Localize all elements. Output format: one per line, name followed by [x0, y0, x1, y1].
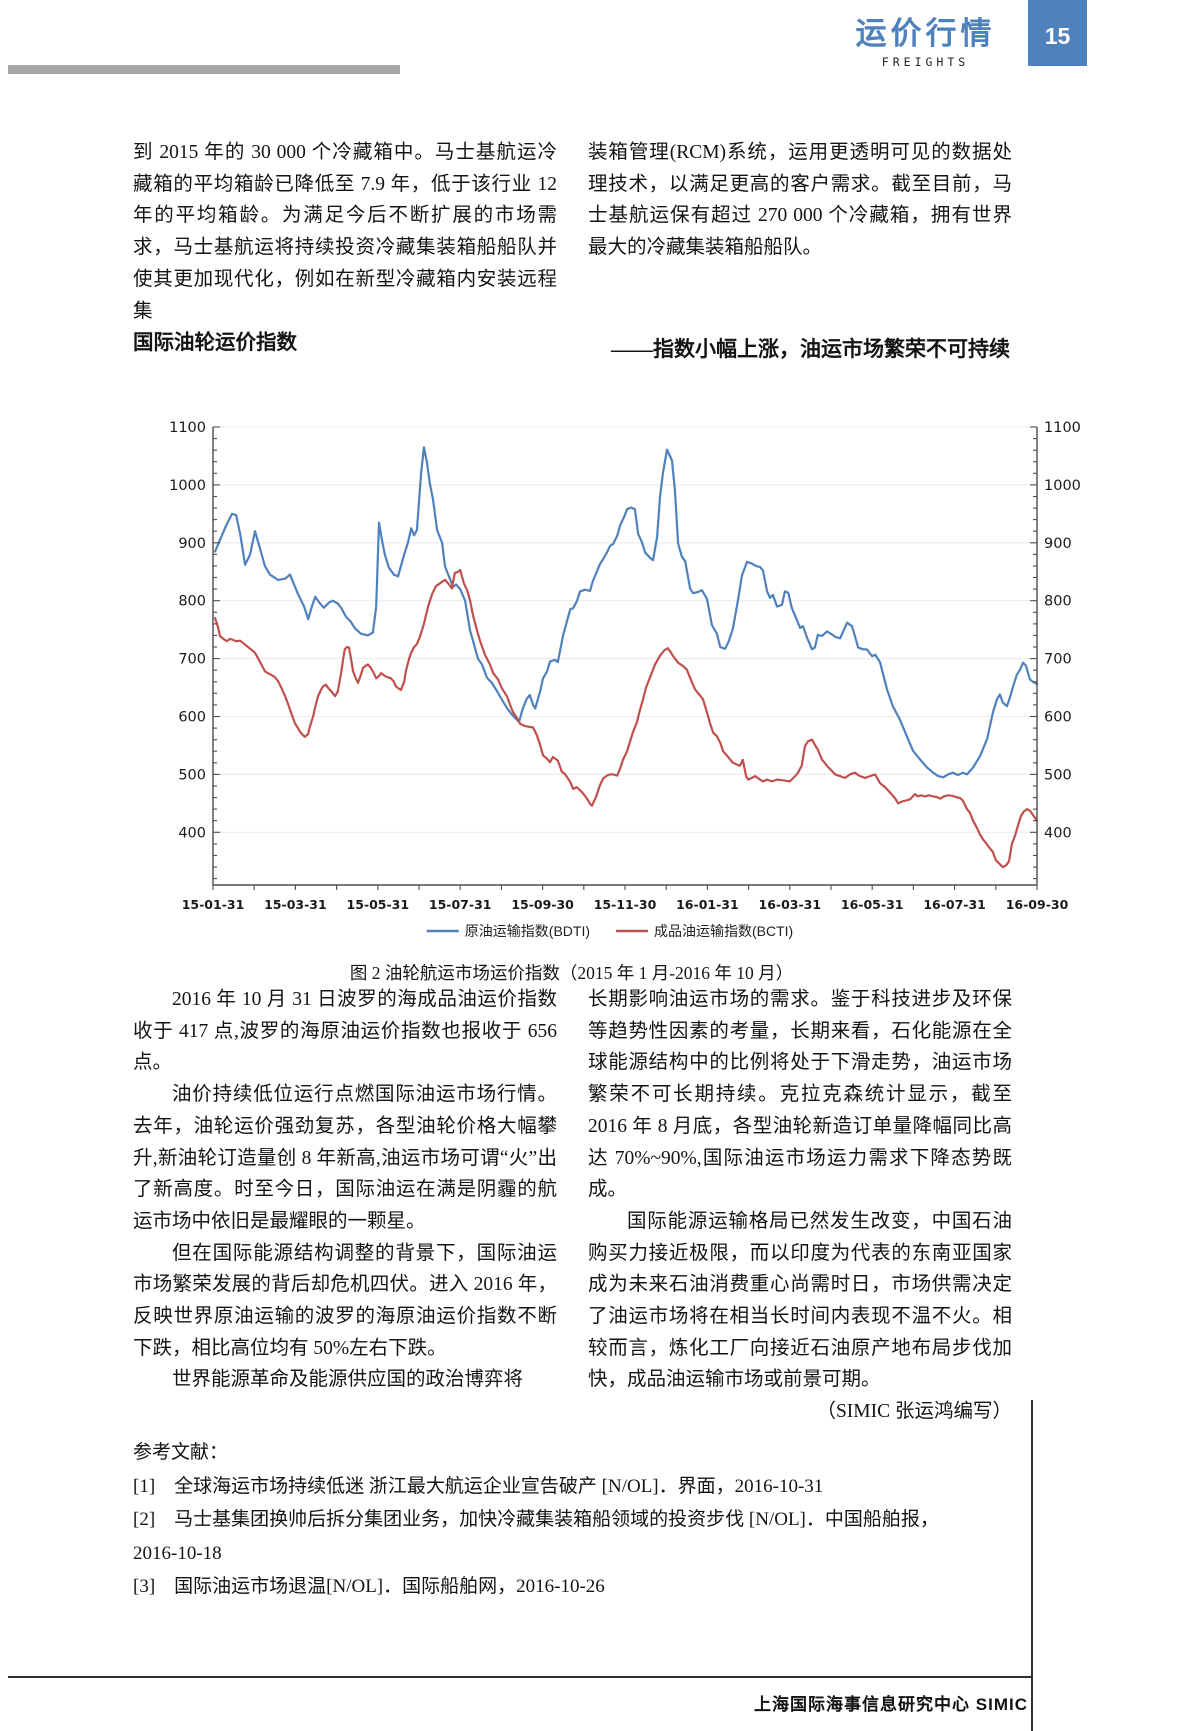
svg-text:15-01-31: 15-01-31	[182, 897, 245, 912]
svg-text:15-05-31: 15-05-31	[347, 897, 410, 912]
chart-series-bdti	[213, 446, 1039, 779]
svg-text:500: 500	[1044, 767, 1072, 783]
chart-x-ticks	[212, 885, 1038, 890]
svg-text:成品油运输指数(BCTI): 成品油运输指数(BCTI)	[654, 923, 793, 939]
reference-item: [1] 全球海运市场持续低迷 浙江最大航运企业宣告破产 [N/OL]．界面，20…	[133, 1475, 824, 1497]
svg-text:600: 600	[178, 710, 206, 726]
header: 运价行情 FREIGHTS	[818, 16, 1033, 69]
svg-text:16-03-31: 16-03-31	[759, 897, 822, 912]
body-right-column: 长期影响油运市场的需求。鉴于科技进步及环保等趋势性因素的考量，长期来看，石化能源…	[588, 984, 1012, 1428]
footer-horizontal-rule	[8, 1676, 1032, 1678]
references-section: 参考文献： [1] 全球海运市场持续低迷 浙江最大航运企业宣告破产 [N/OL]…	[133, 1436, 1023, 1604]
reference-item: 2016-10-18	[133, 1542, 222, 1564]
svg-text:16-09-30: 16-09-30	[1006, 897, 1069, 912]
paragraph: 2016 年 10 月 31 日波罗的海成品油运价指数收于 417 点,波罗的海…	[133, 989, 557, 1074]
reference-item: [3] 国际油运市场退温[N/OL]．国际船舶网，2016-10-26	[133, 1576, 605, 1597]
header-divider-bar	[8, 65, 400, 74]
author-signature: （SIMIC 张运鸿编写）	[816, 1401, 1012, 1423]
svg-text:16-07-31: 16-07-31	[923, 897, 986, 912]
intro-left-paragraph: 到 2015 年的 30 000 个冷藏箱中。马士基航运冷藏箱的平均箱龄已降低至…	[133, 142, 557, 322]
svg-text:1000: 1000	[169, 478, 206, 494]
svg-text:16-01-31: 16-01-31	[676, 897, 739, 912]
svg-text:1100: 1100	[1044, 420, 1081, 436]
chart-legend: 原油运输指数(BDTI) 成品油运输指数(BCTI)	[426, 923, 793, 939]
svg-text:900: 900	[178, 536, 206, 552]
svg-text:400: 400	[178, 825, 206, 841]
paragraph: 长期影响油运市场的需求。鉴于科技进步及环保等趋势性因素的考量，长期来看，石化能源…	[588, 989, 1012, 1201]
svg-text:16-05-31: 16-05-31	[841, 897, 904, 912]
intro-left-column: 到 2015 年的 30 000 个冷藏箱中。马士基航运冷藏箱的平均箱龄已降低至…	[133, 137, 557, 359]
paragraph: 国际能源运输格局已然发生改变，中国石油购买力接近极限，而以印度为代表的东南亚国家…	[588, 1210, 1012, 1391]
header-subtitle: FREIGHTS	[881, 55, 970, 69]
intro-right-column: 装箱管理(RCM)系统，运用更透明可见的数据处理技术，以满足更高的客户需求。截至…	[588, 137, 1012, 264]
svg-text:1000: 1000	[1044, 478, 1081, 494]
page-number-box: 15	[1028, 0, 1087, 66]
footer-text: 上海国际海事信息研究中心 SIMIC	[754, 1695, 1028, 1714]
paragraph: 油价持续低位运行点燃国际油运市场行情。去年，油轮运价强劲复苏，各型油轮价格大幅攀…	[133, 1084, 557, 1232]
svg-text:15-07-31: 15-07-31	[429, 897, 492, 912]
svg-text:400: 400	[1044, 825, 1072, 841]
page-number: 15	[1044, 22, 1071, 49]
svg-text:15-09-30: 15-09-30	[511, 897, 574, 912]
svg-text:600: 600	[1044, 710, 1072, 726]
svg-text:700: 700	[178, 652, 206, 668]
chart-series-bcti	[213, 568, 1039, 869]
svg-text:800: 800	[178, 594, 206, 610]
svg-text:1100: 1100	[169, 420, 206, 436]
svg-text:900: 900	[1044, 536, 1072, 552]
chart-y-labels: 400 400 500 500 600 600 700 700 800 800 900 900 1000…	[169, 420, 1081, 841]
svg-text:500: 500	[178, 767, 206, 783]
chart-gridlines	[213, 426, 1037, 833]
body-left-column: 2016 年 10 月 31 日波罗的海成品油运价指数收于 417 点,波罗的海…	[133, 984, 557, 1396]
tanker-freight-index-chart: 400 400 500 500 600 600 700 700 800 800 900 900 1000…	[169, 420, 1081, 939]
svg-text:原油运输指数(BDTI): 原油运输指数(BDTI)	[465, 923, 590, 939]
svg-text:15-03-31: 15-03-31	[264, 897, 327, 912]
svg-text:700: 700	[1044, 652, 1072, 668]
reference-item: [2] 马士基集团换帅后拆分集团业务，加快冷藏集装箱船领域的投资步伐 [N/OL…	[133, 1509, 939, 1530]
svg-text:800: 800	[1044, 594, 1072, 610]
chart-axes	[212, 427, 1038, 886]
header-title: 运价行情	[855, 16, 996, 51]
chart-y-ticks	[213, 426, 1037, 880]
paragraph: 世界能源革命及能源供应国的政治博弈将	[172, 1369, 524, 1391]
section-subtitle: ——指数小幅上涨，油运市场繁荣不可持续	[611, 337, 1010, 361]
references-heading: 参考文献：	[133, 1442, 229, 1463]
paragraph: 但在国际能源结构调整的背景下，国际油运市场繁荣发展的背后却危机四伏。进入 201…	[133, 1242, 557, 1359]
chart-x-labels: 15-01-31 15-03-31 15-05-31 15-07-31 15-09-30…	[182, 897, 1069, 912]
section-heading: 国际油轮运价指数	[133, 331, 297, 355]
figure-caption: 图 2 油轮航运市场运价指数（2015 年 1 月-2016 年 10 月）	[349, 963, 794, 983]
svg-text:15-11-30: 15-11-30	[594, 897, 657, 912]
footer-vertical-rule	[1031, 1400, 1033, 1731]
intro-right-paragraph: 装箱管理(RCM)系统，运用更透明可见的数据处理技术，以满足更高的客户需求。截至…	[588, 142, 1012, 259]
